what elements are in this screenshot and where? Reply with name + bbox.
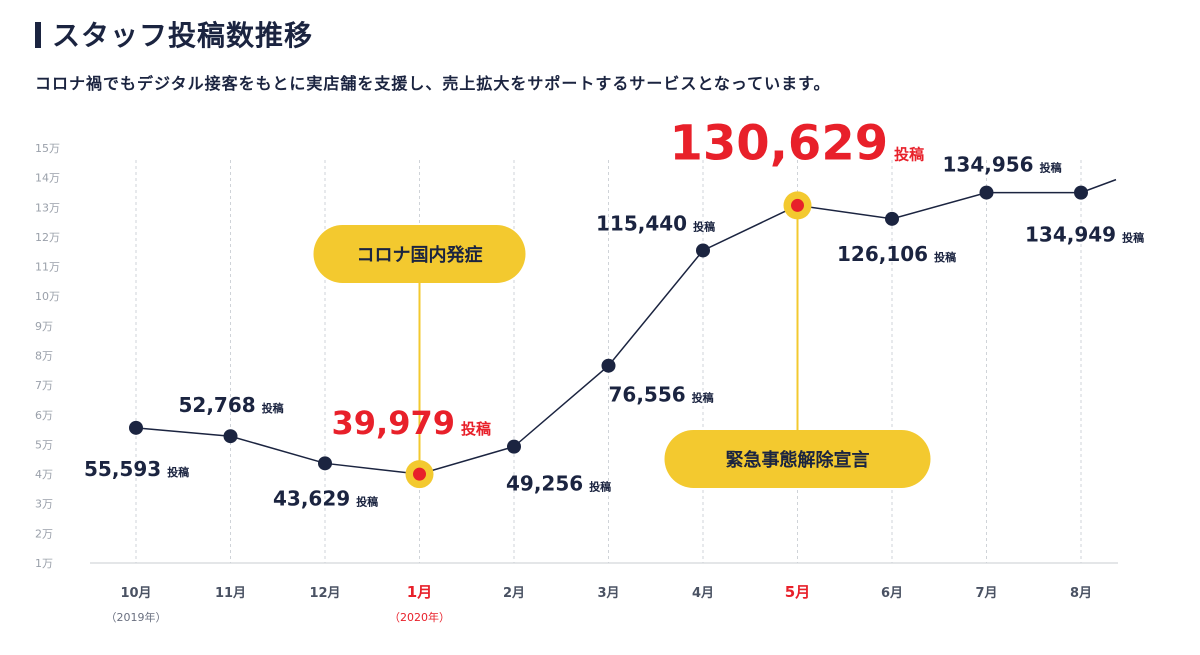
page-subtitle: コロナ禍でもデジタル接客をもとに実店舗を支援し、売上拡大をサポートするサービスと… [35, 74, 831, 93]
y-tick-label: 14万 [35, 172, 60, 185]
series-line [135, 178, 1117, 475]
x-tick-sublabel: （2020年） [389, 610, 450, 624]
data-point [129, 420, 143, 435]
data-point [507, 439, 521, 454]
y-tick-label: 12万 [35, 231, 60, 244]
data-label-unit: 投稿 [1040, 161, 1062, 175]
y-tick-label: 11万 [35, 261, 60, 274]
x-tick-sublabel: （2019年） [106, 610, 167, 624]
y-tick-label: 2万 [35, 527, 53, 540]
data-label-unit: 投稿 [934, 250, 956, 264]
y-tick-label: 7万 [35, 379, 53, 392]
title-accent-bar [35, 22, 41, 48]
annotation-badge [313, 225, 526, 283]
y-tick-label: 1万 [35, 557, 53, 570]
data-point [223, 429, 238, 444]
data-label: 52,768 投稿 [179, 393, 284, 417]
annotation-label: コロナ国内発症 [357, 244, 483, 266]
y-tick-label: 8万 [35, 350, 53, 363]
data-label: 43,629 投稿 [273, 486, 378, 510]
data-label-unit: 投稿 [693, 219, 715, 233]
data-label: 76,556 投稿 [609, 383, 714, 407]
data-point [318, 456, 332, 471]
x-tick-label: 5月 [785, 583, 810, 601]
data-label: 39,979 投稿 [332, 404, 492, 442]
y-tick-label: 6万 [35, 409, 53, 422]
data-label-unit: 投稿 [167, 465, 189, 479]
data-label: 55,593 投稿 [84, 457, 189, 481]
x-tick-label: 7月 [975, 586, 997, 601]
x-tick-label: 8月 [1070, 586, 1092, 601]
page-title: スタッフ投稿数推移 [52, 19, 314, 52]
data-label-unit: 投稿 [894, 145, 924, 163]
data-label: 130,629 投稿 [670, 115, 925, 171]
y-tick-label: 15万 [35, 142, 60, 155]
annotation-label: 緊急事態解除宣言 [726, 449, 870, 471]
y-tick-label: 5万 [35, 438, 53, 451]
x-tick-label: 1月 [407, 583, 432, 601]
x-tick-label: 10月 [120, 586, 151, 601]
y-tick-label: 9万 [35, 320, 53, 333]
x-tick-label: 12月 [309, 586, 340, 601]
x-tick-label: 11月 [215, 586, 246, 601]
x-tick-label: 3月 [597, 586, 619, 601]
data-point [601, 358, 616, 373]
data-label: 115,440 投稿 [596, 211, 715, 235]
x-tick-label: 6月 [881, 586, 903, 601]
data-point [1074, 185, 1088, 200]
data-label-unit: 投稿 [262, 401, 284, 415]
data-label-unit: 投稿 [1122, 231, 1144, 245]
data-point [696, 243, 710, 258]
x-tick-label: 4月 [692, 586, 714, 601]
data-label-unit: 投稿 [589, 480, 611, 494]
data-label: 49,256 投稿 [506, 472, 611, 496]
annotation-badge [664, 430, 931, 488]
data-point-highlight [791, 198, 804, 212]
data-label-unit: 投稿 [461, 420, 491, 438]
y-tick-label: 3万 [35, 498, 53, 511]
data-label: 134,949 投稿 [1025, 223, 1144, 247]
y-tick-label: 4万 [35, 468, 53, 481]
data-point [885, 211, 899, 226]
y-tick-label: 13万 [35, 201, 60, 214]
x-tick-label: 2月 [503, 586, 525, 601]
data-label: 126,106 投稿 [837, 242, 956, 266]
data-label-unit: 投稿 [356, 494, 378, 508]
y-tick-label: 10万 [35, 290, 60, 303]
data-point [979, 185, 994, 200]
data-label-unit: 投稿 [692, 391, 714, 405]
data-label: 134,956 投稿 [943, 153, 1062, 177]
data-point-highlight [413, 467, 426, 481]
